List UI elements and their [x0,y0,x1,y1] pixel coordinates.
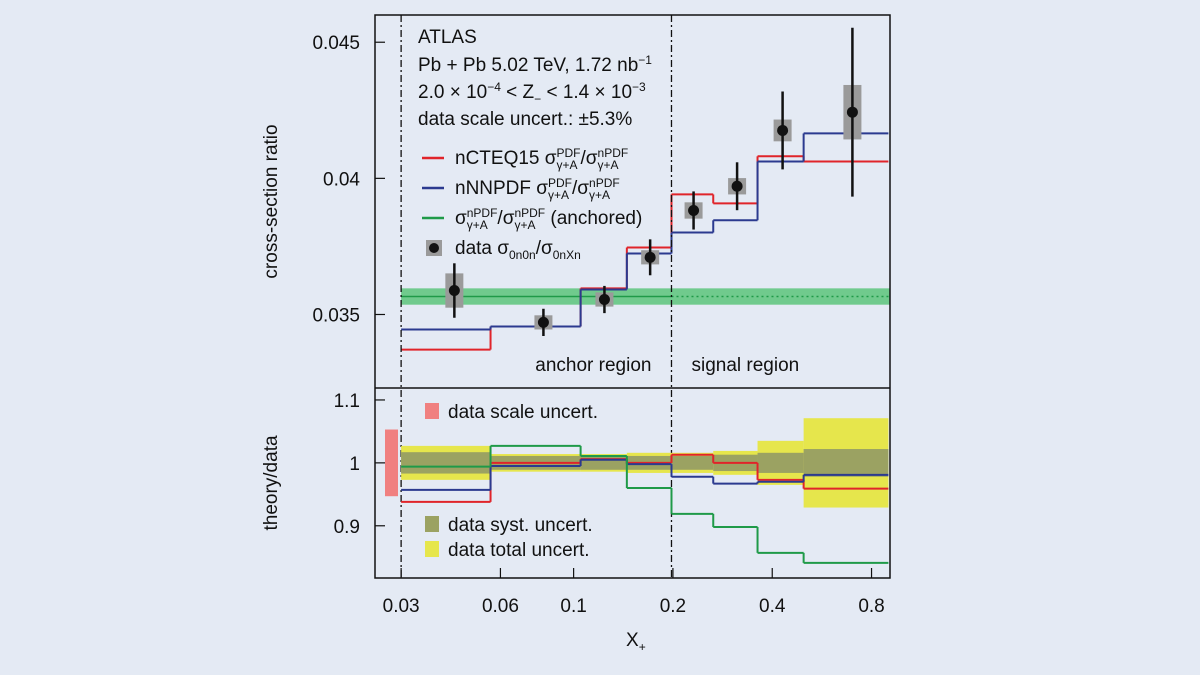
subscript: γ+A [589,188,610,202]
superscript: −1 [638,53,652,67]
text-segment: nNNPDF σ [455,178,548,199]
text-segment: /σ [536,238,553,259]
legend-label: data syst. uncert. [448,515,593,536]
x-tick-label: 0.2 [660,596,686,617]
legend-label: data total uncert. [448,540,590,561]
y-tick-label: 0.9 [334,517,360,538]
text-segment: < 1.4 × 10 [541,82,632,103]
legend-label: nCTEQ15 σPDF γ+A/σnPDF γ+A [455,146,628,172]
text-segment: nCTEQ15 σ [455,148,557,169]
text-segment: data σ [455,238,509,259]
scale-uncert-band [385,429,398,497]
syst-uncert-band [580,455,627,470]
y-axis-label: theory/data [261,435,282,530]
legend-swatch [429,243,439,253]
region-label: signal region [691,355,799,376]
subscript: γ+A [548,188,569,202]
subscript: γ+A [514,218,535,232]
superscript: nPDF [598,146,629,160]
region-label: anchor region [535,355,651,376]
plot-frame [374,14,891,579]
data-point [846,106,858,118]
syst-uncert-band [671,455,714,470]
legend-swatch [425,541,439,557]
y-tick-label: 1 [349,454,360,475]
text-segment: X [626,630,639,651]
annotation: ATLAS [418,27,477,48]
subscript: γ+A [598,158,619,172]
text-segment: /σ [581,148,598,169]
data-point [448,285,460,297]
x-tick-label: 0.4 [759,596,786,617]
subscript: γ+A [467,218,488,232]
superscript: nPDF [467,206,498,220]
data-point [644,251,656,263]
legend-swatch [425,403,439,419]
subscript: + [639,640,646,654]
y-tick-label: 0.04 [323,169,360,190]
x-tick-label: 0.03 [383,596,420,617]
superscript: PDF [548,176,572,190]
data-point [537,316,549,328]
superscript: nPDF [589,176,620,190]
y-tick-label: 1.1 [334,391,360,412]
text-segment: 2.0 × 10 [418,82,487,103]
y-tick-label: 0.035 [312,305,360,326]
subscript: γ+A [557,158,578,172]
text-segment: < Z [501,82,535,103]
x-tick-label: 0.06 [482,596,519,617]
subscript: − [534,92,541,106]
data-point [777,124,789,136]
data-point [598,294,610,306]
legend-label: data σ0n0n/σ0nXn [455,238,581,262]
superscript: nPDF [514,206,545,220]
text-segment: (anchored) [545,208,642,229]
text-segment: /σ [497,208,514,229]
legend-label: nNNPDF σPDF γ+A/σnPDF γ+A [455,176,620,202]
syst-uncert-band [803,449,889,477]
data-point [731,180,743,192]
superscript: −4 [487,80,501,94]
data-point [688,204,700,216]
annotation: data scale uncert.: ±5.3% [418,109,632,130]
syst-uncert-band [757,452,804,473]
subscript: 0nXn [553,248,581,262]
legend-label: σnPDF γ+A/σnPDF γ+A (anchored) [455,206,642,232]
y-tick-label: 0.045 [312,33,360,54]
x-tick-label: 0.8 [858,596,884,617]
syst-uncert-band [401,452,491,474]
text-segment: /σ [572,178,589,199]
legend-swatch [425,516,439,532]
y-axis-label: cross-section ratio [261,124,282,278]
text-segment: Pb + Pb 5.02 TeV, 1.72 nb [418,55,638,76]
text-segment: σ [455,208,467,229]
annotation: Pb + Pb 5.02 TeV, 1.72 nb−1 [418,53,652,76]
legend-label: data scale uncert. [448,402,598,423]
superscript: PDF [557,146,581,160]
x-tick-label: 0.1 [560,596,586,617]
subscript: 0n0n [509,248,536,262]
superscript: −3 [632,80,646,94]
annotation: 2.0 × 10−4 < Z− < 1.4 × 10−3 [418,80,646,106]
x-axis-label: X+ [626,630,646,654]
